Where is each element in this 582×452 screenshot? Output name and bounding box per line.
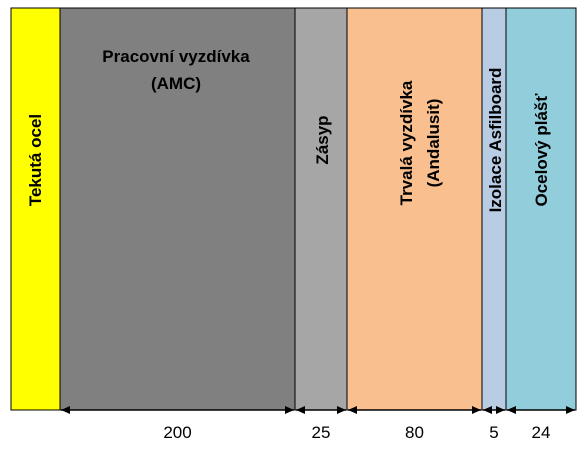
dimension-label-ocelovy-plast: 24 <box>532 423 551 442</box>
dimension-label-zasyp: 25 <box>312 423 331 442</box>
layer-pracovni-vyzdivka <box>59 7 296 411</box>
layer-label-line: Tekutá ocel <box>26 114 45 206</box>
dimension-label-izolace-asfilboard: 5 <box>489 423 498 442</box>
layer-label-ocelovy-plast: Ocelový plášť <box>532 93 551 207</box>
layer-label-pracovni-vyzdivka: Pracovní vyzdívka (AMC) <box>102 47 250 93</box>
layer-label-trvala-vyzdivka: Trvalá vyzdívka (Andalusit) <box>397 80 443 205</box>
dimension-label-pracovni-vyzdivka: 200 <box>163 423 191 442</box>
layer-label-line: (AMC) <box>151 74 201 93</box>
layer-label-line: Ocelový plášť <box>532 93 551 207</box>
layer-label-line: Zásyp <box>313 115 332 164</box>
layer-label-line: (Andalusit) <box>424 99 443 188</box>
layer-tekuta-ocel <box>10 7 61 411</box>
layer-label-zasyp: Zásyp <box>313 115 332 164</box>
layer-ocelovy-plast <box>505 7 577 411</box>
layer-label-izolace-asfilboard: Izolace Asfilboard <box>486 68 505 213</box>
layer-trvala-vyzdivka <box>346 7 483 411</box>
layers-group: Tekutá ocel Pracovní vyzdívka (AMC) Zásyp Tr… <box>10 7 577 411</box>
layer-label-tekuta-ocel: Tekutá ocel <box>26 114 45 206</box>
layer-label-line: Pracovní vyzdívka <box>102 47 250 66</box>
layer-label-line: Izolace Asfilboard <box>486 68 505 213</box>
dimensions-group: 200 25 80 5 24 <box>61 406 575 442</box>
layer-zasyp <box>294 7 348 411</box>
dimension-label-trvala-vyzdivka: 80 <box>405 423 424 442</box>
layer-label-line: Trvalá vyzdívka <box>397 80 416 205</box>
